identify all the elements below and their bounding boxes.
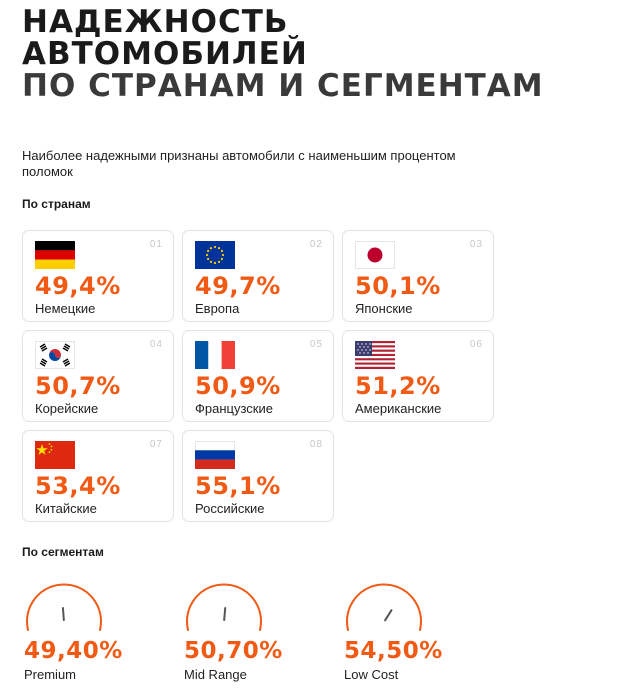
- country-percent: 51,2%: [355, 372, 441, 400]
- country-name: Немецкие: [35, 301, 96, 316]
- card-number: 08: [309, 439, 323, 450]
- gauge-icon: [346, 583, 422, 631]
- france-flag-icon: [195, 341, 235, 369]
- card-number: 06: [469, 339, 483, 350]
- country-percent: 50,7%: [35, 372, 121, 400]
- segment-mid-range: 50,70% Mid Range: [182, 578, 332, 688]
- card-number: 07: [149, 439, 163, 450]
- country-name: Европа: [195, 301, 240, 316]
- segments-section-label: По сегментам: [22, 545, 104, 559]
- country-card-usa: 06 51,2% Американские: [342, 330, 494, 422]
- card-number: 01: [149, 239, 163, 250]
- country-name: Китайские: [35, 501, 97, 516]
- segment-name: Mid Range: [184, 667, 247, 682]
- countries-section-label: По странам: [22, 197, 91, 211]
- segment-percent: 49,40%: [24, 638, 123, 664]
- intro-text: Наиболее надежными признаны автомобили с…: [22, 148, 456, 179]
- title-line-1: НАДЕЖНОСТЬ: [22, 4, 289, 40]
- country-name: Российские: [195, 501, 265, 516]
- segment-name: Premium: [24, 667, 77, 682]
- title-line-2: АВТОМОБИЛЕЙ: [22, 36, 308, 72]
- segment-low-cost: 54,50% Low Cost: [342, 578, 492, 688]
- gauge-icon: [186, 583, 262, 631]
- country-percent: 49,7%: [195, 272, 281, 300]
- card-number: 02: [309, 239, 323, 250]
- korea-flag-icon: [35, 341, 75, 369]
- segment-percent: 50,70%: [184, 638, 283, 664]
- country-name: Корейские: [35, 401, 99, 416]
- country-percent: 53,4%: [35, 472, 121, 500]
- card-number: 05: [309, 339, 323, 350]
- country-card-germany: 01 49,4% Немецкие: [22, 230, 174, 322]
- card-number: 03: [469, 239, 483, 250]
- country-percent: 55,1%: [195, 472, 281, 500]
- card-number: 04: [149, 339, 163, 350]
- russia-flag-icon: [195, 441, 235, 469]
- country-card-korea: 04 50,7% Корейские: [22, 330, 174, 422]
- country-percent: 50,1%: [355, 272, 441, 300]
- page-title: НАДЕЖНОСТЬ АВТОМОБИЛЕЙ ПО СТРАНАМ И СЕГМ…: [22, 6, 544, 102]
- segment-percent: 54,50%: [344, 638, 443, 664]
- country-name: Японские: [355, 301, 413, 316]
- usa-flag-icon: [355, 341, 395, 369]
- title-line-3: ПО СТРАНАМ И СЕГМЕНТАМ: [22, 68, 544, 104]
- gauge-icon: [26, 583, 102, 631]
- eu-flag-icon: [195, 241, 235, 269]
- japan-flag-icon: [355, 241, 395, 269]
- country-card-japan: 03 50,1% Японские: [342, 230, 494, 322]
- country-card-france: 05 50,9% Французские: [182, 330, 334, 422]
- country-card-europe: 02 49,7% Европа: [182, 230, 334, 322]
- germany-flag-icon: [35, 241, 75, 269]
- segment-premium: 49,40% Premium: [22, 578, 172, 688]
- country-card-china: 07 53,4% Китайские: [22, 430, 174, 522]
- country-name: Французские: [195, 401, 273, 416]
- segment-name: Low Cost: [344, 667, 399, 682]
- country-name: Американские: [355, 401, 442, 416]
- country-percent: 50,9%: [195, 372, 281, 400]
- country-card-russia: 08 55,1% Российские: [182, 430, 334, 522]
- china-flag-icon: [35, 441, 75, 469]
- country-percent: 49,4%: [35, 272, 121, 300]
